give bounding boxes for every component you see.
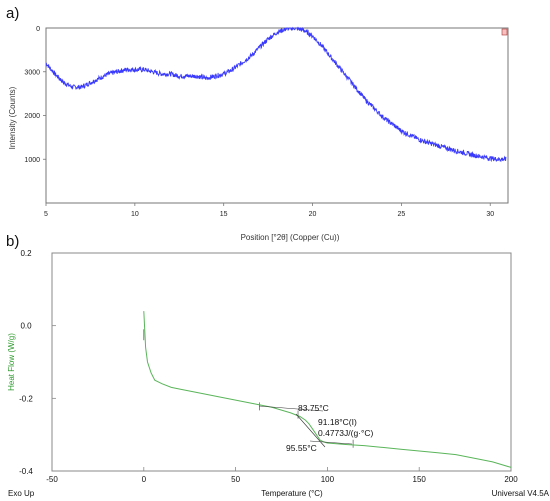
- plot-b-footer-right: Universal V4.5A: [492, 489, 550, 498]
- plot-a-xtick-label: 15: [220, 211, 228, 218]
- annotation-label: 0.4773J/(g·°C): [318, 428, 374, 438]
- plot-a-ytick-label: 3000: [24, 69, 40, 76]
- plot-b-ytick-label: -0.4: [19, 467, 33, 476]
- plot-b-xtick-label: 50: [231, 475, 240, 484]
- plot-a-xtick-label: 25: [397, 211, 405, 218]
- plot-b-annotations: 83.75°C 91.18°C(I)0.4773J/(g·°C)95.55°C: [286, 403, 374, 453]
- annotation-label: 83.75°C: [298, 403, 329, 413]
- plot-a-ytop-label: 0: [36, 26, 40, 33]
- plot-b-xtick-label: 100: [321, 475, 335, 484]
- plot-b-xtick-label: 0: [142, 475, 147, 484]
- panel-b-label: b): [6, 233, 19, 250]
- plot-a-xtick-label: 30: [486, 211, 494, 218]
- plot-a-ylabel: Intensity (Counts): [8, 86, 17, 149]
- plot-b-frame: [51, 252, 512, 472]
- heatflow-series-line: [143, 311, 512, 468]
- plot-b-ytick-label: 0.0: [20, 322, 32, 331]
- plot-a-xtick-label: 20: [309, 211, 317, 218]
- plot-b-xtick-label: -50: [46, 475, 58, 484]
- plot-b-ticks: -50 0 50 100 150 200 0.2 0.0 -0.2 -0.4: [19, 249, 518, 484]
- tangent-onset-line: [258, 405, 324, 412]
- plot-b-ytick-label: -0.2: [19, 394, 33, 403]
- plot-a-ytick-label: 1000: [24, 157, 40, 164]
- plot-b-xtick-label: 150: [413, 475, 427, 484]
- plot-b-xlabel: Temperature (°C): [261, 489, 323, 498]
- plot-a-ticks: 5 10 15 20 25 30 1000 2000 3000 0: [24, 26, 494, 218]
- xrd-series-line: [45, 26, 507, 163]
- plot-b-ytick-label: 0.2: [20, 249, 32, 258]
- plot-b-footer-left: Exo Up: [8, 489, 35, 498]
- annotation-label: 95.55°C: [286, 443, 317, 453]
- close-marker-icon[interactable]: [501, 28, 508, 36]
- annotation-label: 91.18°C(I): [318, 417, 357, 427]
- plot-a-xtick-label: 5: [44, 211, 48, 218]
- plot-a-ytick-label: 2000: [24, 113, 40, 120]
- plot-a-frame: [45, 27, 509, 204]
- plot-a-xlabel: Position [°2θ] (Copper (Cu)): [241, 233, 340, 242]
- plot-b-ylabel: Heat Flow (W/g): [7, 333, 16, 391]
- plot-b-xtick-label: 200: [504, 475, 518, 484]
- tangent-end-line: [309, 440, 353, 445]
- panel-a-label: a): [6, 5, 19, 22]
- plot-a-xtick-label: 10: [131, 211, 139, 218]
